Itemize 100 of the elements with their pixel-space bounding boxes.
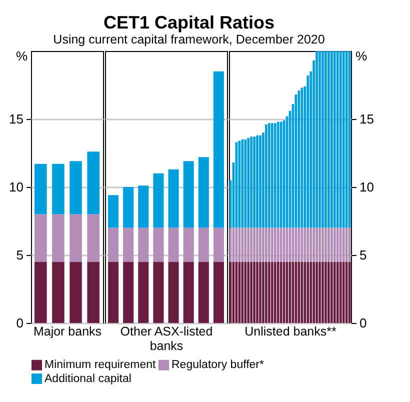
bar [235,228,238,262]
bar [259,262,262,323]
legend-label: Minimum requirement [44,359,157,372]
bar [300,228,304,262]
bar [52,164,64,214]
y-axis-title: % [356,48,368,64]
bar [298,90,300,228]
bar [304,262,306,323]
bar [168,228,179,262]
bar [70,214,82,262]
bar [253,262,256,323]
bar [322,262,324,323]
bar [52,262,64,323]
y-tick-label: 5 [360,248,367,262]
bar [316,228,318,262]
bar [280,262,282,323]
bar [34,214,47,262]
bar [280,228,282,262]
bar [153,228,164,262]
bar [304,228,306,262]
bar [123,262,134,323]
x-axis-title: Other ASX-listed banks [120,324,213,353]
bar [312,262,315,323]
bar [316,262,318,323]
bar [312,228,315,262]
bar [300,88,304,228]
y-tick-label: 15 [360,112,374,126]
bar [322,51,324,228]
bar [247,138,250,228]
bar [274,228,276,262]
bar [265,228,268,262]
y-tick-label: 5 [16,248,24,262]
bar [259,228,262,262]
bar [276,262,280,323]
bar [168,262,179,323]
text: Using current capital framework, December 2020 [53,32,325,46]
bar [253,228,256,262]
bar [138,228,149,262]
text: CET1 Capital Ratios [103,12,275,32]
bar [306,262,310,323]
bar [238,140,241,228]
x-axis-title: Major banks [33,324,102,338]
legend-label: Regulatory buffer* [172,359,265,372]
bar [241,228,244,262]
bar [70,262,82,323]
bar [274,262,276,323]
bar [322,228,324,262]
bar [324,262,327,323]
bar [244,262,247,323]
bar [316,51,318,228]
bar [138,186,149,228]
bar [336,51,339,228]
bar [123,228,134,262]
bar [256,262,258,323]
bar [276,228,280,262]
bar [306,228,310,262]
bar [87,214,100,262]
bar [300,262,304,323]
bar [256,135,258,228]
bar [333,228,336,262]
bar [241,139,244,228]
bar [310,262,312,323]
bar [108,228,119,262]
bar [306,75,310,228]
x-axis-title: Unlisted banks** [244,324,336,338]
bar [318,262,321,323]
bar [318,51,321,228]
bar [270,228,274,262]
bar [250,262,253,323]
bar [342,262,345,323]
bar [168,169,179,228]
bar [108,262,119,323]
bar [198,262,209,323]
bar [198,228,209,262]
bar [87,152,100,214]
bar [327,51,330,228]
bar [108,195,119,228]
bar [213,71,224,228]
y-tick-label: 15 [9,112,24,126]
bar [256,228,258,262]
bar [336,228,339,262]
bar [238,228,241,262]
bar [138,262,149,323]
bar [183,161,194,228]
bar [87,262,100,323]
bar [235,262,238,323]
bar [250,228,253,262]
bar [270,262,274,323]
bar [268,123,270,228]
bar [274,123,276,228]
bar [262,262,264,323]
bar [327,228,330,262]
y-tick-label: 10 [9,180,24,194]
bar [262,228,264,262]
bar [336,262,339,323]
bar [276,122,280,228]
legend-label: Additional capital [44,372,132,385]
bar [241,262,244,323]
bar [183,262,194,323]
bar [253,136,256,228]
